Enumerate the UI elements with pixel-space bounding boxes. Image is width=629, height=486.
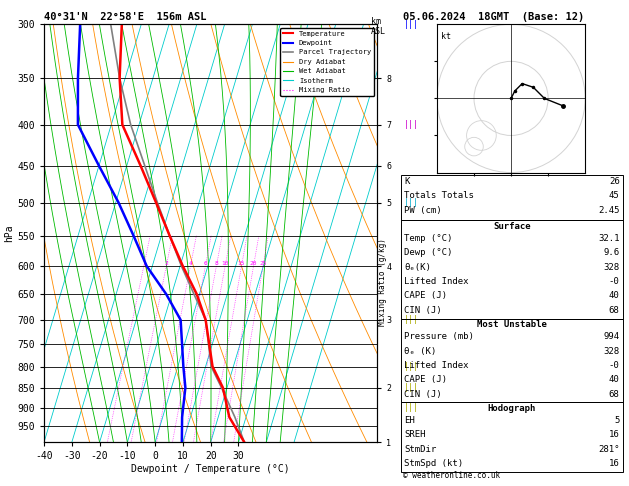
Text: 40°31'N  22°58'E  156m ASL: 40°31'N 22°58'E 156m ASL [44, 12, 206, 22]
Text: Hodograph: Hodograph [488, 404, 536, 413]
Text: Totals Totals: Totals Totals [404, 191, 474, 200]
Text: 05.06.2024  18GMT  (Base: 12): 05.06.2024 18GMT (Base: 12) [403, 12, 584, 22]
Text: StmDir: StmDir [404, 445, 437, 454]
Text: 328: 328 [603, 263, 620, 272]
Text: K: K [404, 177, 410, 186]
Text: -0: -0 [609, 277, 620, 286]
Text: 281°: 281° [598, 445, 620, 454]
Text: CIN (J): CIN (J) [404, 390, 442, 399]
Text: 9.6: 9.6 [603, 248, 620, 258]
Text: Lifted Index: Lifted Index [404, 361, 469, 370]
Text: 1: 1 [142, 261, 146, 266]
Text: |||: ||| [404, 315, 419, 325]
Text: Pressure (mb): Pressure (mb) [404, 332, 474, 341]
Text: 20: 20 [250, 261, 257, 266]
Text: 328: 328 [603, 347, 620, 356]
Text: 8: 8 [214, 261, 218, 266]
Text: EH: EH [404, 416, 415, 425]
Text: θₑ (K): θₑ (K) [404, 347, 437, 356]
Legend: Temperature, Dewpoint, Parcel Trajectory, Dry Adiabat, Wet Adiabat, Isotherm, Mi: Temperature, Dewpoint, Parcel Trajectory… [280, 28, 374, 96]
Text: 994: 994 [603, 332, 620, 341]
Text: 6: 6 [204, 261, 208, 266]
Text: 40: 40 [609, 292, 620, 300]
Text: CAPE (J): CAPE (J) [404, 375, 447, 384]
Text: 2: 2 [164, 261, 168, 266]
Text: Most Unstable: Most Unstable [477, 320, 547, 329]
Text: |||: ||| [404, 362, 419, 371]
Text: 16: 16 [609, 459, 620, 468]
Text: 16: 16 [609, 431, 620, 439]
Text: 68: 68 [609, 306, 620, 315]
Text: 32.1: 32.1 [598, 234, 620, 243]
Text: © weatheronline.co.uk: © weatheronline.co.uk [403, 471, 499, 480]
Y-axis label: hPa: hPa [4, 225, 14, 242]
Text: Dewp (°C): Dewp (°C) [404, 248, 453, 258]
Text: SREH: SREH [404, 431, 426, 439]
Text: 45: 45 [609, 191, 620, 200]
Text: θₑ(K): θₑ(K) [404, 263, 431, 272]
Text: CIN (J): CIN (J) [404, 306, 442, 315]
Text: Lifted Index: Lifted Index [404, 277, 469, 286]
Text: -0: -0 [609, 361, 620, 370]
X-axis label: Dewpoint / Temperature (°C): Dewpoint / Temperature (°C) [131, 464, 290, 474]
Text: |||: ||| [404, 383, 419, 392]
Text: |||: ||| [404, 198, 419, 207]
Text: 4: 4 [189, 261, 192, 266]
Text: 68: 68 [609, 390, 620, 399]
Text: 2.45: 2.45 [598, 206, 620, 215]
Text: StmSpd (kt): StmSpd (kt) [404, 459, 464, 468]
Text: 15: 15 [238, 261, 245, 266]
Text: kt: kt [441, 32, 450, 41]
Text: Temp (°C): Temp (°C) [404, 234, 453, 243]
Text: |||: ||| [404, 120, 419, 129]
Text: CAPE (J): CAPE (J) [404, 292, 447, 300]
Text: 5: 5 [614, 416, 620, 425]
Text: 26: 26 [609, 177, 620, 186]
Text: km
ASL: km ASL [371, 17, 386, 36]
Text: 40: 40 [609, 375, 620, 384]
Text: |||: ||| [404, 20, 419, 29]
Text: Mixing Ratio (g/kg): Mixing Ratio (g/kg) [378, 238, 387, 326]
Text: |||: ||| [404, 403, 419, 412]
Text: 10: 10 [221, 261, 229, 266]
Text: 25: 25 [259, 261, 267, 266]
Text: Surface: Surface [493, 222, 531, 231]
Text: PW (cm): PW (cm) [404, 206, 442, 215]
